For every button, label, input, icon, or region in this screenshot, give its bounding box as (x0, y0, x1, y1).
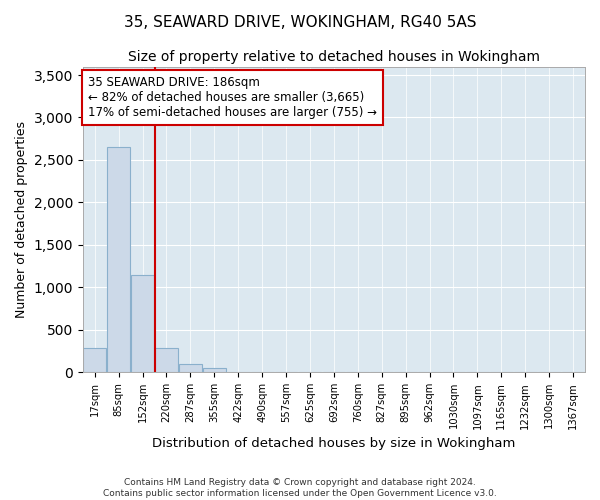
Text: 35, SEAWARD DRIVE, WOKINGHAM, RG40 5AS: 35, SEAWARD DRIVE, WOKINGHAM, RG40 5AS (124, 15, 476, 30)
Bar (107, 147, 130, 372)
Bar (131, 274, 154, 372)
Text: 35 SEAWARD DRIVE: 186sqm
← 82% of detached houses are smaller (3,665)
17% of sem: 35 SEAWARD DRIVE: 186sqm ← 82% of detach… (88, 76, 377, 118)
Bar (203, 368, 226, 372)
Bar (155, 348, 178, 372)
X-axis label: Distribution of detached houses by size in Wokingham: Distribution of detached houses by size … (152, 437, 515, 450)
Y-axis label: Number of detached properties: Number of detached properties (15, 121, 28, 318)
Text: Contains HM Land Registry data © Crown copyright and database right 2024.
Contai: Contains HM Land Registry data © Crown c… (103, 478, 497, 498)
Title: Size of property relative to detached houses in Wokingham: Size of property relative to detached ho… (128, 50, 540, 64)
Bar (179, 364, 202, 372)
Bar (83, 348, 106, 372)
